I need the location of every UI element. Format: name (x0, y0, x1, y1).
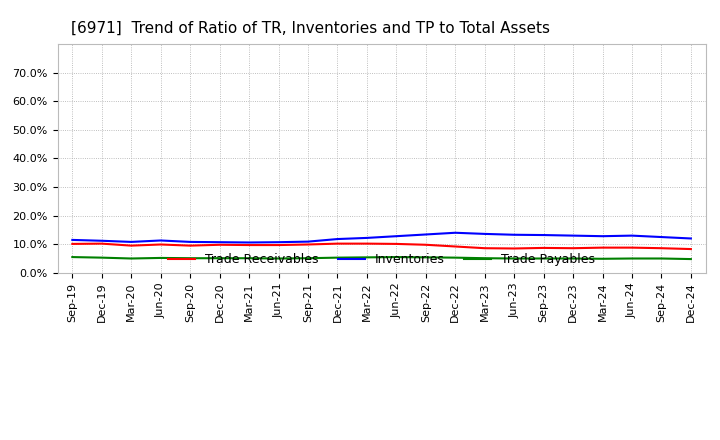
Trade Payables (687, 257, 696, 262)
Trade Receivables (480, 246, 489, 251)
Legend: Trade Receivables, Inventories, Trade Payables: Trade Receivables, Inventories, Trade Pa… (163, 248, 600, 271)
Trade Payables (451, 255, 459, 260)
Trade Receivables (97, 241, 106, 246)
Inventories (245, 240, 253, 245)
Trade Receivables (687, 246, 696, 252)
Trade Receivables (363, 241, 372, 246)
Inventories (421, 232, 430, 237)
Line: Trade Payables: Trade Payables (72, 257, 691, 259)
Trade Payables (569, 256, 577, 261)
Trade Receivables (510, 246, 518, 251)
Trade Receivables (628, 245, 636, 250)
Line: Inventories: Inventories (72, 233, 691, 242)
Trade Receivables (569, 246, 577, 251)
Trade Payables (598, 256, 607, 261)
Inventories (539, 232, 548, 238)
Inventories (569, 233, 577, 238)
Inventories (304, 239, 312, 244)
Trade Payables (156, 255, 165, 260)
Trade Receivables (274, 242, 283, 248)
Inventories (186, 239, 194, 245)
Trade Receivables (392, 241, 400, 246)
Inventories (480, 231, 489, 237)
Trade Receivables (657, 246, 666, 251)
Inventories (392, 234, 400, 239)
Inventories (598, 234, 607, 239)
Line: Trade Receivables: Trade Receivables (72, 244, 691, 249)
Inventories (156, 238, 165, 243)
Inventories (657, 235, 666, 240)
Trade Payables (186, 256, 194, 261)
Trade Payables (245, 256, 253, 261)
Inventories (687, 236, 696, 241)
Trade Payables (480, 256, 489, 261)
Inventories (127, 239, 135, 245)
Inventories (510, 232, 518, 238)
Trade Receivables (127, 243, 135, 248)
Inventories (451, 230, 459, 235)
Trade Receivables (333, 241, 342, 246)
Trade Payables (274, 256, 283, 261)
Inventories (274, 239, 283, 245)
Trade Receivables (245, 242, 253, 248)
Inventories (363, 235, 372, 241)
Trade Receivables (156, 242, 165, 247)
Trade Payables (421, 255, 430, 260)
Trade Receivables (304, 242, 312, 247)
Trade Payables (392, 254, 400, 260)
Trade Payables (657, 256, 666, 261)
Trade Payables (304, 256, 312, 261)
Trade Receivables (598, 245, 607, 250)
Trade Receivables (451, 244, 459, 249)
Trade Receivables (68, 241, 76, 246)
Trade Payables (68, 254, 76, 260)
Trade Payables (127, 256, 135, 261)
Trade Payables (363, 255, 372, 260)
Trade Payables (215, 256, 224, 261)
Inventories (68, 237, 76, 242)
Trade Receivables (421, 242, 430, 247)
Trade Payables (628, 256, 636, 261)
Text: [6971]  Trend of Ratio of TR, Inventories and TP to Total Assets: [6971] Trend of Ratio of TR, Inventories… (71, 21, 549, 36)
Inventories (628, 233, 636, 238)
Trade Receivables (539, 245, 548, 250)
Trade Payables (97, 255, 106, 260)
Trade Payables (539, 256, 548, 261)
Trade Receivables (186, 243, 194, 248)
Trade Receivables (215, 242, 224, 247)
Inventories (97, 238, 106, 243)
Trade Payables (333, 255, 342, 260)
Trade Payables (510, 256, 518, 261)
Inventories (333, 236, 342, 242)
Inventories (215, 239, 224, 245)
